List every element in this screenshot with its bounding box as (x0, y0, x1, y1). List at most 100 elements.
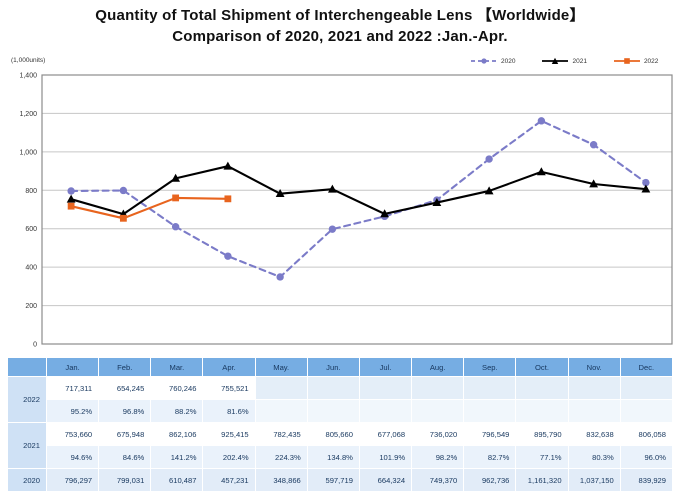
units-cell: 839,929 (620, 469, 672, 491)
data-point-marker-2021 (380, 209, 390, 218)
legend-label: 2022 (643, 57, 659, 65)
data-point-marker-2020 (67, 187, 75, 195)
units-cell: 348,866 (255, 469, 307, 491)
chart-title: Quantity of Total Shipment of Intercheng… (0, 5, 680, 47)
units-cell: 806,058 (620, 423, 672, 445)
data-point-marker-2022 (119, 214, 127, 222)
y-tick-label: 800 (25, 188, 37, 195)
percent-cell: 98.2% (412, 446, 464, 468)
legend-item-2022: 2022 (613, 56, 658, 66)
table-header-month: Jan. (47, 358, 99, 376)
units-cell (359, 377, 412, 399)
series-line-2021 (70, 165, 647, 216)
units-cell: 799,031 (99, 469, 151, 491)
table-header-month: Nov. (568, 358, 620, 376)
units-cell: 895,790 (516, 423, 568, 445)
percent-cell: 88.2% (151, 400, 203, 422)
units-cell: 749,370 (412, 469, 464, 491)
plot-border (41, 74, 673, 345)
units-cell (255, 377, 307, 399)
y-tick-label: 200 (25, 303, 37, 310)
table-row-units-2020: 2020 796,297 799,031 610,487 457,231 348,866 5… (8, 469, 672, 491)
units-cell (464, 377, 516, 399)
units-cell (568, 377, 620, 399)
units-cell: 862,106 (151, 423, 203, 445)
legend-swatch-triangle-icon (542, 57, 569, 64)
table-row-percent-2022: 95.2% 96.8% 88.2% 81.6% (8, 400, 672, 422)
chart-area: 0 200 400 600 800 1,000 1,200 1,400 (0, 52, 680, 357)
percent-cell: 134.8% (307, 446, 359, 468)
chart-legend: 2020 2021 2022 (470, 56, 658, 66)
units-cell: 654,245 (99, 377, 151, 399)
percent-cell: 224.3% (255, 446, 307, 468)
units-cell: 796,549 (464, 423, 516, 445)
data-point-marker-2021 (641, 184, 651, 193)
data-point-marker-2021 (484, 186, 494, 195)
data-point-marker-2021 (223, 161, 233, 170)
data-point-marker-2021 (275, 189, 285, 198)
year-cell-2021: 2021 (8, 423, 46, 468)
y-tick-label: 1,200 (19, 111, 37, 118)
percent-cell: 82.7% (464, 446, 516, 468)
percent-cell (464, 400, 516, 422)
y-tick-label: 1,400 (19, 73, 37, 80)
units-cell: 736,020 (412, 423, 464, 445)
units-cell (412, 377, 464, 399)
legend-label: 2021 (572, 57, 587, 65)
y-tick-label: 1,000 (19, 149, 37, 156)
table-header-month: Jun. (307, 358, 359, 376)
legend-swatch-square-icon (613, 58, 640, 64)
data-point-marker-2020 (224, 252, 232, 260)
data-point-marker-2021 (171, 173, 181, 182)
data-point-marker-2020 (537, 117, 546, 125)
table-header-month: Apr. (203, 358, 255, 376)
data-point-marker-2020 (485, 155, 493, 163)
percent-cell: 84.6% (99, 446, 151, 468)
chart-title-line-1: Quantity of Total Shipment of Intercheng… (95, 7, 585, 24)
legend-label: 2020 (501, 57, 516, 65)
data-point-marker-2021 (327, 184, 337, 193)
units-cell: 925,415 (203, 423, 255, 445)
units-cell: 782,435 (255, 423, 307, 445)
data-point-marker-2020 (642, 178, 650, 187)
units-cell: 760,246 (151, 377, 203, 399)
percent-cell: 94.6% (47, 446, 99, 468)
series-line-2022 (70, 196, 229, 220)
y-tick-label: 400 (25, 265, 37, 272)
table-header-month: May. (255, 358, 307, 376)
percent-cell (307, 400, 359, 422)
data-point-marker-2021 (536, 167, 546, 176)
percent-cell: 96.8% (99, 400, 151, 422)
units-cell (307, 377, 359, 399)
chart-plot-area (42, 75, 672, 344)
percent-cell: 202.4% (203, 446, 255, 468)
units-cell (516, 377, 568, 399)
units-cell: 597,719 (307, 469, 359, 491)
units-cell: 677,068 (359, 423, 412, 445)
units-cell: 610,487 (151, 469, 203, 491)
units-cell: 753,660 (47, 423, 99, 445)
units-cell: 675,948 (99, 423, 151, 445)
data-point-marker-2022 (172, 194, 180, 202)
percent-cell: 95.2% (47, 400, 99, 422)
data-point-marker-2020 (328, 225, 337, 233)
percent-cell: 141.2% (151, 446, 203, 468)
table-corner-cell (8, 358, 46, 376)
percent-cell (412, 400, 464, 422)
data-point-marker-2020 (589, 141, 598, 149)
units-cell: 1,037,150 (568, 469, 620, 491)
legend-item-2021: 2021 (541, 56, 587, 66)
units-cell (620, 377, 672, 399)
percent-cell: 96.0% (620, 446, 672, 468)
y-axis-unit-label: (1,000units) (11, 57, 46, 64)
percent-cell (516, 400, 568, 422)
units-cell: 962,736 (464, 469, 516, 491)
data-point-marker-2021 (589, 179, 599, 188)
percent-cell (359, 400, 412, 422)
percent-cell (620, 400, 672, 422)
table-header-month: Feb. (99, 358, 151, 376)
year-cell-2022: 2022 (8, 377, 46, 422)
units-cell: 832,638 (568, 423, 620, 445)
table-row-units-2021: 2021 753,660 675,948 862,106 925,415 782,435 8… (8, 423, 672, 468)
percent-cell (255, 400, 307, 422)
